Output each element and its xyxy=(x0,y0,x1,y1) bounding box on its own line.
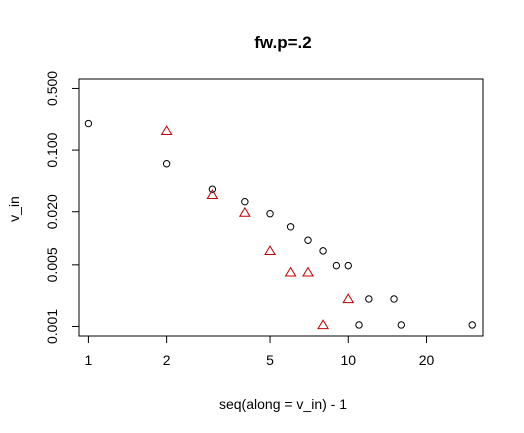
triangle-point xyxy=(284,266,297,277)
circle-point xyxy=(390,295,398,303)
circle-point xyxy=(241,197,249,206)
x-tick-label: 2 xyxy=(163,352,171,368)
y-tick-label: 0.500 xyxy=(44,71,60,106)
x-tick-label: 20 xyxy=(419,352,435,368)
circle-point xyxy=(332,261,341,270)
circle-point xyxy=(84,119,93,128)
circle-point xyxy=(319,247,327,255)
triangle-point xyxy=(160,125,173,136)
circle-point xyxy=(397,321,406,329)
circle-point xyxy=(162,160,171,168)
triangle-point xyxy=(264,245,276,255)
circle-point xyxy=(365,295,373,303)
circle-point xyxy=(355,321,363,329)
circle-point xyxy=(344,261,352,270)
plot-frame xyxy=(78,78,484,337)
x-axis-label: seq(along = v_in) - 1 xyxy=(219,396,347,412)
circle-point xyxy=(208,185,217,193)
circle-point xyxy=(304,236,312,244)
triangle-point xyxy=(238,206,251,217)
y-tick-label: 0.005 xyxy=(44,247,60,282)
x-tick-label: 5 xyxy=(266,352,274,368)
chart-title: fw.p=.2 xyxy=(254,33,311,52)
y-tick-label: 0.001 xyxy=(44,309,60,344)
y-axis: 0.001 0.005 0.020 0.100 0.500 xyxy=(44,71,80,344)
y-axis-label: v_in xyxy=(6,196,22,222)
triangle-point xyxy=(342,293,355,304)
triangle-point xyxy=(317,319,330,330)
circle-point xyxy=(468,321,476,329)
circle-point xyxy=(266,210,274,218)
y-tick-label: 0.020 xyxy=(44,194,60,229)
triangle-point xyxy=(206,189,219,200)
triangle-point xyxy=(302,266,314,277)
y-tick-label: 0.100 xyxy=(44,132,60,167)
data-points xyxy=(84,119,476,330)
circle-point xyxy=(286,223,295,231)
x-tick-label: 1 xyxy=(85,352,93,368)
x-tick-label: 10 xyxy=(340,352,356,368)
x-axis: 1 2 5 10 20 xyxy=(85,335,435,368)
